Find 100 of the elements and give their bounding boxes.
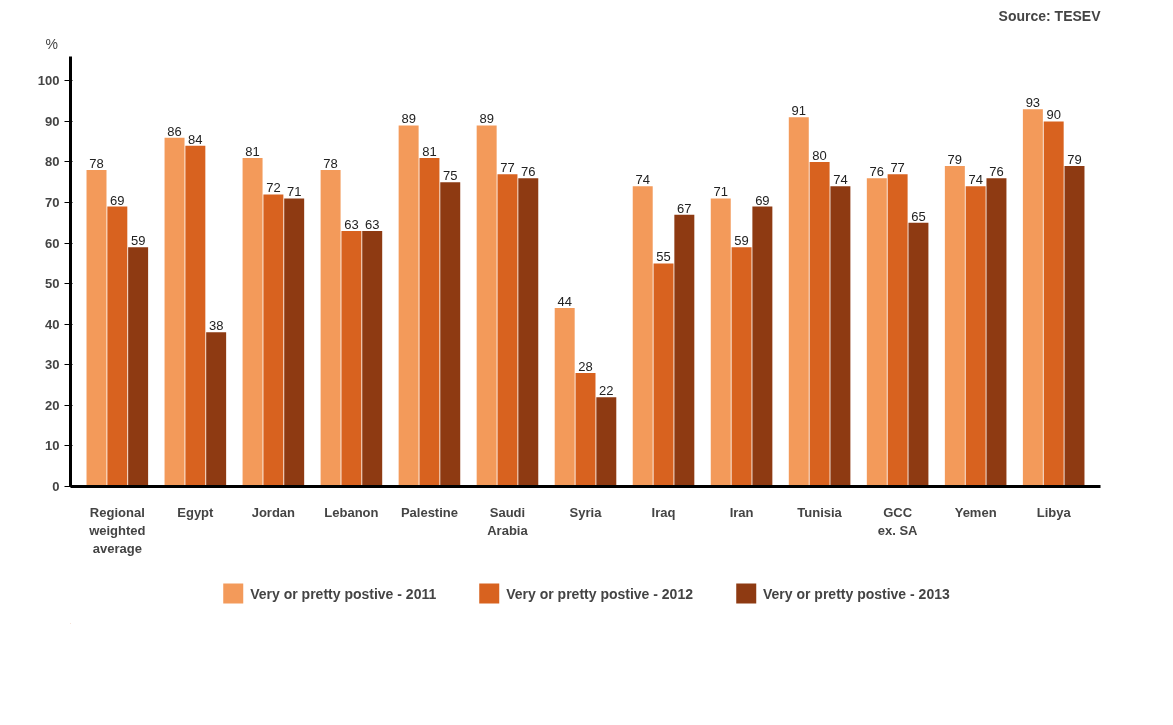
data-label: 79 — [1067, 152, 1082, 168]
x-tick-label: Regional weighted average — [88, 504, 146, 556]
bar — [518, 178, 539, 487]
bar — [1064, 166, 1085, 487]
data-label: 78 — [323, 156, 338, 172]
data-label: 38 — [208, 318, 224, 334]
data-label: 78 — [89, 156, 104, 172]
data-label: 84 — [188, 131, 203, 147]
data-label: 81 — [245, 143, 260, 159]
x-tick-label: Saudi Arabia — [487, 504, 529, 538]
y-tick-label: 50 — [45, 276, 60, 292]
bar — [596, 397, 617, 487]
bar — [944, 166, 965, 487]
bar — [1043, 121, 1064, 487]
bar — [965, 186, 986, 487]
data-label: 63 — [344, 216, 359, 232]
bar — [674, 214, 695, 487]
data-label: 65 — [911, 208, 926, 224]
data-label: 90 — [1046, 107, 1061, 123]
data-label: 74 — [635, 172, 650, 188]
data-label: 76 — [869, 164, 885, 180]
y-tick-label: 90 — [45, 113, 60, 129]
bar — [575, 372, 596, 487]
x-tick-label: Palestine — [400, 504, 458, 520]
x-tick-label: Tunisia — [797, 504, 843, 520]
bar — [398, 125, 419, 487]
bar — [284, 198, 305, 487]
data-label: 76 — [521, 164, 536, 180]
y-tick-label: 80 — [45, 154, 60, 170]
bar — [788, 117, 809, 487]
bar — [362, 230, 383, 487]
bar — [752, 206, 773, 487]
bar — [263, 194, 284, 487]
data-label: 74 — [833, 172, 848, 188]
bar — [809, 161, 830, 487]
x-tick-label: Egypt — [177, 504, 215, 520]
bar — [320, 170, 341, 487]
data-label: 69 — [755, 192, 770, 208]
x-tick-label: GCC ex. SA — [877, 504, 919, 538]
data-label: 81 — [422, 143, 437, 159]
bar — [986, 178, 1007, 487]
data-label: 63 — [364, 216, 380, 232]
bar — [653, 263, 674, 487]
x-tick-label: Iran — [729, 504, 754, 520]
data-label: 80 — [812, 147, 827, 163]
data-label: 71 — [713, 184, 728, 200]
data-label: 89 — [401, 111, 416, 127]
legend-label: Very or pretty postive - 2012 — [506, 585, 693, 601]
data-label: 28 — [578, 358, 593, 374]
bar — [419, 157, 440, 487]
data-label: 59 — [734, 233, 749, 249]
bar — [128, 247, 149, 487]
bar — [476, 125, 497, 487]
y-tick-label: 0 — [52, 479, 60, 494]
y-tick-label: 60 — [45, 235, 60, 251]
x-tick-label: Syria — [569, 504, 603, 520]
bar — [341, 230, 362, 487]
bar — [710, 198, 731, 487]
bar — [731, 247, 752, 487]
legend-label: Very or pretty postive - 2011 — [250, 585, 437, 601]
bar — [632, 186, 653, 487]
y-tick-label: 40 — [45, 316, 60, 332]
x-tick-label: Iraq — [651, 504, 676, 520]
data-label: 71 — [286, 184, 302, 200]
y-tick-label: 20 — [45, 397, 60, 413]
data-label: 55 — [656, 249, 671, 265]
x-tick-label: Jordan — [251, 504, 296, 520]
data-label: 76 — [989, 164, 1004, 180]
data-label: 44 — [557, 294, 572, 310]
bar — [554, 308, 575, 487]
bar — [830, 186, 851, 487]
data-label: 69 — [110, 192, 125, 208]
bar — [107, 206, 128, 487]
data-label: 67 — [677, 200, 692, 216]
bar — [908, 222, 929, 487]
y-axis-title: % — [45, 35, 58, 52]
data-label: 77 — [890, 160, 905, 176]
data-label: 91 — [791, 103, 807, 119]
data-label: 59 — [130, 233, 146, 249]
bar — [1022, 109, 1043, 487]
bar — [440, 182, 461, 487]
bar — [164, 137, 185, 487]
bar — [887, 174, 908, 487]
legend-label: Very or pretty postive - 2013 — [762, 585, 950, 601]
data-label: 72 — [266, 180, 281, 196]
bar — [242, 157, 263, 487]
data-label: 74 — [968, 172, 983, 188]
y-tick-label: 100 — [37, 73, 60, 89]
bar — [185, 145, 206, 487]
y-tick-label: 10 — [45, 438, 60, 454]
x-tick-label: Libya — [1036, 504, 1072, 520]
data-label: 86 — [167, 123, 182, 139]
x-tick-label: Lebanon — [324, 504, 379, 520]
bar — [206, 332, 227, 487]
x-tick-label: Yemen — [954, 504, 997, 520]
data-label: 79 — [947, 152, 963, 168]
y-tick-label: 70 — [45, 195, 60, 211]
y-tick-label: 30 — [45, 357, 60, 373]
data-label: 93 — [1025, 95, 1041, 111]
data-label: 77 — [500, 160, 515, 176]
